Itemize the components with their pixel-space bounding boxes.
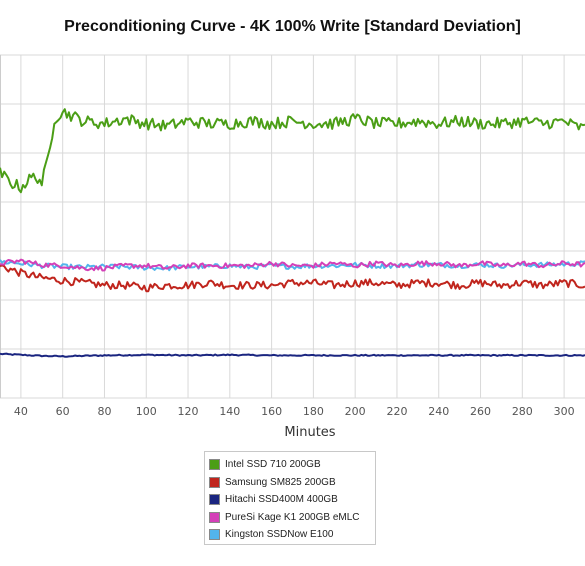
chart-title: Preconditioning Curve - 4K 100% Write [S…	[64, 18, 521, 35]
x-tick-label: 140	[219, 405, 240, 418]
x-axis-label: Minutes	[284, 425, 335, 440]
x-tick-label: 280	[512, 405, 533, 418]
x-tick-label: 60	[56, 405, 70, 418]
x-tick-label: 300	[554, 405, 575, 418]
legend-item: Intel SSD 710 200GB	[209, 456, 375, 474]
legend-swatch	[209, 459, 220, 471]
legend-label: Samsung SM825 200GB	[225, 476, 336, 488]
x-tick-label: 240	[428, 405, 449, 418]
x-tick-layer: 40 60 80 100 120 140 160 180 200 220 240 260 280 300	[14, 405, 575, 418]
x-tick-label: 260	[470, 405, 491, 418]
series-line-1	[0, 264, 585, 293]
legend-item: Hitachi SSD400M 400GB	[209, 491, 375, 509]
x-tick-label: 80	[97, 405, 111, 418]
series-layer	[0, 108, 585, 358]
series-line-2	[0, 352, 585, 358]
legend-swatch	[209, 511, 220, 523]
legend-label: PureSi Kage K1 200GB eMLC	[225, 511, 360, 523]
legend-swatch	[209, 476, 220, 488]
series-line-0	[0, 108, 585, 194]
grid-layer	[0, 54, 585, 399]
x-tick-label: 160	[261, 405, 282, 418]
x-tick-label: 40	[14, 405, 28, 418]
x-tick-label: 100	[136, 405, 157, 418]
legend-label: Intel SSD 710 200GB	[225, 459, 321, 471]
legend-item: Samsung SM825 200GB	[209, 474, 375, 492]
legend-item: PureSi Kage K1 200GB eMLC	[209, 509, 375, 527]
legend-swatch	[209, 529, 220, 541]
legend-swatch	[209, 494, 220, 506]
x-tick-label: 120	[178, 405, 199, 418]
x-tick-label: 200	[345, 405, 366, 418]
x-tick-label: 180	[303, 405, 324, 418]
x-tick-label: 220	[386, 405, 407, 418]
legend-label: Kingston SSDNow E100	[225, 529, 334, 541]
series-line-3	[0, 258, 585, 272]
legend-label: Hitachi SSD400M 400GB	[225, 494, 338, 506]
legend-item: Kingston SSDNow E100	[209, 526, 375, 544]
legend: Intel SSD 710 200GB Samsung SM825 200GB Hi…	[204, 451, 376, 545]
